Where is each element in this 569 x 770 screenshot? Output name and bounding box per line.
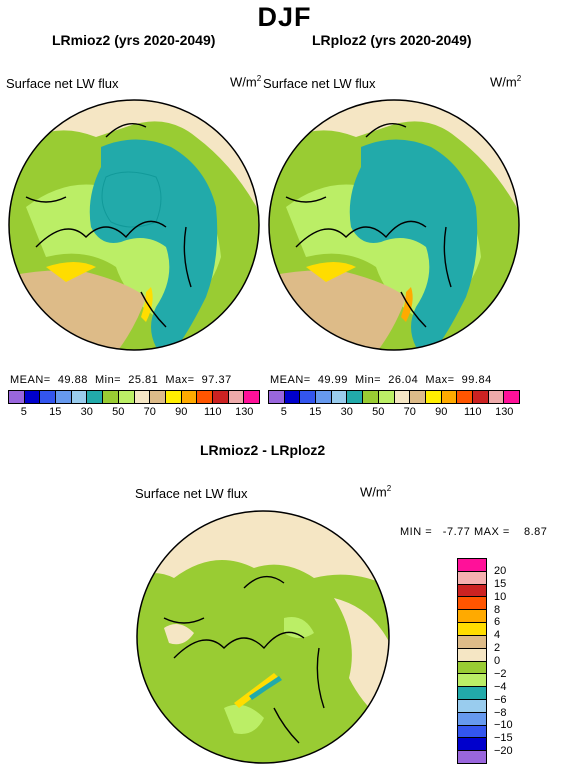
colorbar-tick-label: 0 [494, 655, 501, 667]
colorbar-tick-label: 15 [494, 577, 507, 590]
diff-title: LRmioz2 - LRploz2 [200, 442, 326, 458]
colorbar-tick-label: −15 [494, 732, 513, 745]
colorbar-tick-label: 10 [494, 590, 507, 603]
colorbar-swatch [488, 391, 505, 403]
colorbar-swatch [458, 738, 486, 752]
colorbar-tick-label: 30 [340, 406, 353, 418]
colorbar-swatch [347, 391, 364, 403]
colorbar-diff [457, 558, 487, 764]
colorbar-swatch [458, 712, 486, 726]
colorbar-tick-label: −2 [494, 667, 507, 680]
colorbar-swatch [244, 391, 259, 403]
colorbar-swatch [316, 391, 332, 403]
diff-stats: MIN = -7.77 MAX = 8.87 [400, 526, 548, 538]
colorbar-swatch [331, 391, 348, 403]
colorbar-swatch [410, 391, 426, 403]
colorbar-swatch [284, 391, 301, 403]
colorbar-swatch [24, 391, 41, 403]
colorbar-swatch [458, 648, 486, 662]
colorbar-swatch [458, 597, 486, 611]
season-title: DJF [257, 2, 312, 32]
colorbar-tick-label: −20 [494, 745, 513, 758]
colorbar-swatch [458, 584, 486, 598]
diff-variable: Surface net LW flux [135, 486, 248, 501]
colorbar-swatch [87, 391, 104, 403]
colorbar-swatch [458, 751, 486, 763]
colorbar-swatch [472, 391, 489, 403]
colorbar-tick-label: 70 [403, 406, 416, 418]
panel-left-title: LRmioz2 (yrs 2020-2049) [52, 32, 216, 48]
colorbar-tick-label: −6 [494, 693, 507, 706]
colorbar-tick-label: 8 [494, 603, 501, 616]
colorbar-swatch [441, 391, 458, 403]
colorbar-swatch [458, 571, 486, 585]
colorbar-swatch [458, 699, 486, 713]
colorbar-swatch [212, 391, 229, 403]
colorbar-tick-label: 30 [80, 406, 93, 418]
colorbar-swatch [165, 391, 182, 403]
colorbar-swatch [458, 635, 486, 649]
colorbar-swatch [394, 391, 411, 403]
colorbar-swatch [458, 661, 486, 675]
map-left [8, 99, 260, 351]
colorbar-swatch [378, 391, 395, 403]
colorbar-tick-label: 130 [495, 406, 514, 418]
colorbar-tick-label: 20 [494, 564, 507, 577]
panel-right-stats: MEAN= 49.99 Min= 26.04 Max= 99.84 [270, 374, 492, 386]
colorbar-tick-label: 50 [112, 406, 125, 418]
map-right [268, 99, 520, 351]
diff-unit: W/m2 [360, 484, 392, 500]
colorbar-tick-label: 5 [20, 406, 27, 418]
colorbar-swatch [363, 391, 379, 403]
panel-left-stats: MEAN= 49.88 Min= 25.81 Max= 97.37 [10, 374, 232, 386]
colorbar-tick-label: 50 [372, 406, 385, 418]
colorbar-tick-label: −4 [494, 680, 507, 693]
colorbar-right: 5 15 30 50 70 90 110 130 [268, 390, 520, 418]
colorbar-tick-label: 15 [309, 406, 322, 418]
map-diff [136, 510, 390, 764]
colorbar-swatch [269, 391, 285, 403]
colorbar-swatch [134, 391, 151, 403]
colorbar-swatch [458, 687, 486, 700]
colorbar-diff-labels: 20 15 10 8 6 4 2 0 −2 −4 −6 −8 −10 −15 −20 [494, 558, 534, 764]
colorbar-swatch [228, 391, 245, 403]
colorbar-swatch [504, 391, 519, 403]
colorbar-swatch [197, 391, 213, 403]
colorbar-tick-label: 6 [494, 616, 501, 629]
panel-right-unit: W/m2 [490, 74, 522, 90]
colorbar-swatch [103, 391, 119, 403]
colorbar-swatch [458, 623, 486, 636]
colorbar-swatch [181, 391, 198, 403]
colorbar-left: 5 15 30 50 70 90 110 130 [8, 390, 260, 418]
colorbar-tick-label: 2 [494, 642, 501, 655]
colorbar-swatch [425, 391, 442, 403]
colorbar-tick-label: 110 [463, 406, 482, 418]
colorbar-swatch [118, 391, 135, 403]
colorbar-tick-label: 70 [143, 406, 156, 418]
colorbar-swatch [458, 610, 486, 624]
colorbar-tick-label: −8 [494, 706, 507, 719]
panel-left-unit: W/m2 [230, 74, 262, 90]
colorbar-swatch [56, 391, 72, 403]
colorbar-tick-label: 90 [435, 406, 448, 418]
panel-right-variable: Surface net LW flux [263, 76, 376, 91]
colorbar-tick-label: 110 [203, 406, 222, 418]
colorbar-tick-label: 130 [235, 406, 254, 418]
colorbar-swatch [71, 391, 88, 403]
colorbar-swatch [458, 725, 486, 739]
colorbar-swatch [458, 674, 486, 688]
colorbar-swatch [458, 559, 486, 572]
colorbar-tick-label: 90 [175, 406, 188, 418]
panel-left-variable: Surface net LW flux [6, 76, 119, 91]
colorbar-swatch [457, 391, 473, 403]
panel-right-title: LRploz2 (yrs 2020-2049) [312, 32, 472, 48]
colorbar-swatch [300, 391, 317, 403]
colorbar-swatch [9, 391, 25, 403]
colorbar-swatch [40, 391, 57, 403]
colorbar-tick-label: 5 [280, 406, 287, 418]
colorbar-swatch [150, 391, 166, 403]
colorbar-tick-label: 4 [494, 629, 501, 642]
colorbar-tick-label: −10 [494, 719, 513, 732]
colorbar-tick-label: 15 [49, 406, 62, 418]
